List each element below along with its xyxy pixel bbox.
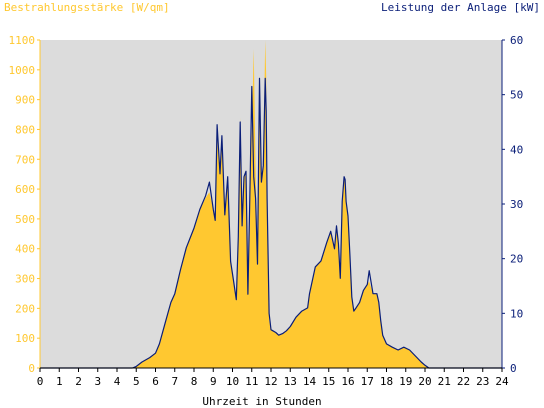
x-tick-label: 14 [303,375,317,388]
left-axis-ticks: 0 100 200 300 400 500 600 700 800 900 1000 1100 [9,34,40,375]
x-tick-label: 13 [284,375,297,388]
right-axis-ticks: 0 10 20 30 40 50 60 [502,34,523,375]
x-tick-label: 9 [210,375,217,388]
x-tick-label: 1 [56,375,63,388]
x-tick-label: 0 [37,375,44,388]
x-tick-label: 15 [322,375,335,388]
x-tick-label: 4 [114,375,121,388]
x-tick-label: 8 [191,375,198,388]
right-tick-label: 10 [510,307,523,320]
x-tick-label: 18 [380,375,393,388]
left-tick-label: 600 [15,183,35,196]
left-tick-label: 300 [15,273,35,286]
left-tick-label: 500 [15,213,35,226]
x-tick-label: 16 [341,375,354,388]
left-tick-label: 700 [15,153,35,166]
right-tick-label: 20 [510,253,523,266]
right-tick-label: 0 [510,362,517,375]
left-tick-label: 800 [15,123,35,136]
x-tick-label: 3 [94,375,101,388]
left-tick-label: 100 [15,332,35,345]
right-tick-label: 40 [510,143,523,156]
x-tick-label: 12 [264,375,277,388]
left-tick-label: 0 [28,362,35,375]
x-tick-label: 19 [399,375,412,388]
x-tick-label: 2 [75,375,82,388]
right-tick-label: 60 [510,34,523,47]
x-tick-label: 5 [133,375,140,388]
x-tick-label: 22 [457,375,470,388]
left-tick-label: 400 [15,243,35,256]
right-tick-label: 50 [510,89,523,102]
right-axis-title: Leistung der Anlage [kW] [381,1,540,14]
left-tick-label: 900 [15,94,35,107]
left-tick-label: 1100 [9,34,36,47]
left-axis-title: Bestrahlungsstärke [W/qm] [4,1,170,14]
x-tick-label: 6 [152,375,159,388]
x-axis-title: Uhrzeit in Stunden [202,395,321,408]
x-tick-label: 17 [361,375,374,388]
x-tick-label: 23 [476,375,489,388]
plot-area [40,40,502,368]
left-tick-label: 200 [15,302,35,315]
x-tick-label: 11 [245,375,258,388]
x-tick-label: 20 [418,375,431,388]
right-tick-label: 30 [510,198,523,211]
x-tick-label: 7 [171,375,178,388]
left-tick-label: 1000 [9,64,36,77]
power-line [40,77,502,369]
x-axis-ticks: 0 1 2 3 4 5 6 7 8 9 10 11 12 13 14 15 16 17 18 19 20 21 22 23 24 [37,368,509,388]
x-tick-label: 10 [226,375,239,388]
x-tick-label: 24 [495,375,509,388]
x-tick-label: 21 [438,375,451,388]
